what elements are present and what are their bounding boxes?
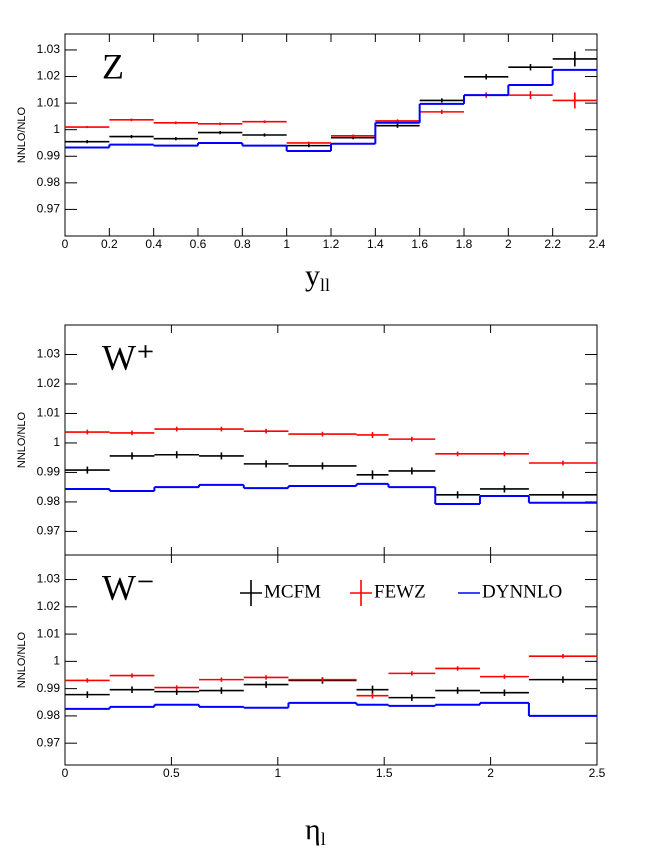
- y-tick-label: 1.03: [37, 347, 61, 361]
- x-tick-label: 0.5: [163, 766, 180, 780]
- x-axis-label-main: η: [305, 813, 321, 846]
- x-tick-label: 0.6: [190, 237, 207, 251]
- x-axis-label-main: y: [305, 259, 320, 292]
- y-tick-label: 1: [53, 435, 60, 449]
- x-tick-label: 1.8: [456, 237, 473, 251]
- x-tick-label: 1: [274, 766, 281, 780]
- y-tick-label: 1.03: [37, 572, 61, 586]
- y-axis-label: NNLO/NLO: [16, 411, 28, 468]
- x-tick-label: 1.6: [411, 237, 428, 251]
- x-tick-label: 2.5: [589, 766, 606, 780]
- x-tick-label: 2: [487, 766, 494, 780]
- x-tick-label: 0.8: [234, 237, 251, 251]
- y-tick-label: 1.02: [37, 69, 61, 83]
- y-axis-label: NNLO/NLO: [16, 631, 28, 688]
- y-tick-label: 0.98: [37, 175, 61, 189]
- y-tick-label: 1.01: [37, 95, 61, 109]
- x-tick-label: 2: [505, 237, 512, 251]
- legend-label: DYNNLO: [482, 581, 562, 602]
- x-tick-label: 1.4: [367, 237, 384, 251]
- y-tick-label: 0.97: [37, 202, 61, 216]
- panel-label: W⁻: [102, 567, 155, 607]
- x-tick-label: 0.2: [101, 237, 118, 251]
- y-tick-label: 1.02: [37, 599, 61, 613]
- y-tick-label: 1: [53, 654, 60, 668]
- y-axis-label: NNLO/NLO: [16, 106, 28, 163]
- x-tick-label: 1: [283, 237, 290, 251]
- x-axis-label-sub: l: [321, 829, 326, 849]
- legend-label: FEWZ: [374, 581, 426, 602]
- x-tick-label: 1.5: [376, 766, 393, 780]
- y-tick-label: 0.99: [37, 465, 61, 479]
- x-axis-label-sub: ll: [320, 275, 330, 295]
- x-axis-label: yll: [305, 259, 330, 295]
- y-tick-label: 1.03: [37, 42, 61, 56]
- x-tick-label: 0: [62, 766, 69, 780]
- x-tick-label: 2.2: [544, 237, 561, 251]
- panel-label: W⁺: [102, 337, 155, 377]
- panel: 0.97 0.98 0.99 1 1.01 1.02 1.03 NNLO/NLO W⁺: [16, 324, 598, 556]
- y-tick-label: 0.98: [37, 494, 61, 508]
- panel-label: Z: [102, 46, 124, 86]
- y-tick-label: 1.01: [37, 626, 61, 640]
- x-axis-label: ηl: [305, 813, 326, 849]
- plot-frame: [64, 554, 598, 766]
- y-tick-label: 0.99: [37, 681, 61, 695]
- y-tick-label: 1: [53, 122, 60, 136]
- y-tick-label: 1.02: [37, 376, 61, 390]
- panel: 0.97 0.98 0.99 1 1.01 1.02 1.03 0 0.5 1 1.5 2 2.5 NNL…: [16, 554, 606, 849]
- x-tick-label: 1.2: [323, 237, 340, 251]
- panel: 0.97 0.98 0.99 1 1.01 1.02 1.03 0 0.2 0.4 0.6 0.8 1 1…: [16, 33, 606, 295]
- y-tick-label: 0.98: [37, 708, 61, 722]
- y-tick-label: 0.97: [37, 735, 61, 749]
- x-tick-label: 2.4: [589, 237, 606, 251]
- y-tick-label: 1.01: [37, 406, 61, 420]
- x-tick-label: 0: [62, 237, 69, 251]
- x-tick-label: 0.4: [145, 237, 162, 251]
- y-tick-label: 0.97: [37, 524, 61, 538]
- legend-label: MCFM: [264, 581, 321, 602]
- y-tick-label: 0.99: [37, 148, 61, 162]
